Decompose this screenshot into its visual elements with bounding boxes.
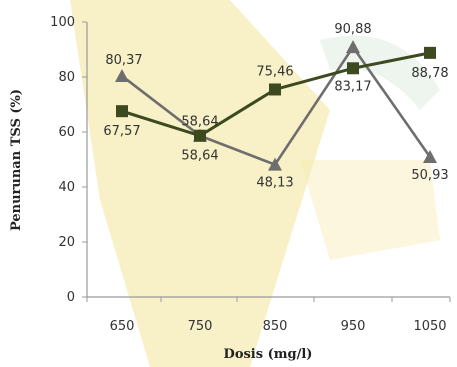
watermark-shape xyxy=(70,0,330,367)
x-tick-label: 750 xyxy=(188,319,213,334)
watermark-arc-shape xyxy=(320,35,440,110)
background-watermark xyxy=(70,0,440,367)
x-tick-label: 850 xyxy=(263,319,288,334)
x-axis-title: Dosis (mg/l) xyxy=(224,347,313,362)
watermark-letter-shape xyxy=(300,160,440,260)
triangle-marker xyxy=(115,68,129,82)
data-label: 58,64 xyxy=(181,149,218,164)
data-label: 83,17 xyxy=(334,79,371,94)
axis-ticks: 0 20 40 60 80 100 650 750 850 950 1050 xyxy=(50,15,451,334)
series-layer xyxy=(115,40,437,171)
data-label: 48,13 xyxy=(256,176,293,191)
data-label: 67,57 xyxy=(103,124,140,139)
square-marker xyxy=(269,83,281,96)
x-tick-label: 1050 xyxy=(413,319,446,334)
data-label: 88,78 xyxy=(411,66,448,81)
y-tick-label: 60 xyxy=(58,125,75,140)
y-tick-label: 40 xyxy=(58,180,75,195)
square-marker xyxy=(116,105,128,118)
triangle-marker xyxy=(423,149,437,163)
data-label: 75,46 xyxy=(256,64,293,79)
data-label: 90,88 xyxy=(334,22,371,37)
triangle-marker xyxy=(268,157,282,171)
data-label: 80,37 xyxy=(105,53,142,68)
y-tick-label: 80 xyxy=(58,70,75,85)
triangle-marker xyxy=(346,40,360,54)
y-tick-label: 0 xyxy=(67,290,75,305)
data-labels: 67,57 58,64 75,46 83,17 88,78 80,37 58,64 48,13… xyxy=(103,22,448,191)
square-marker xyxy=(347,62,359,75)
square-marker xyxy=(424,46,436,59)
y-axis-title: Penurunan TSS (%) xyxy=(9,89,24,231)
data-label: 50,93 xyxy=(411,168,448,183)
y-tick-label: 20 xyxy=(58,235,75,250)
y-tick-label: 100 xyxy=(50,15,75,30)
x-tick-label: 650 xyxy=(110,319,135,334)
x-tick-label: 950 xyxy=(341,319,366,334)
data-label: 58,64 xyxy=(181,115,218,130)
square-marker xyxy=(194,129,206,142)
